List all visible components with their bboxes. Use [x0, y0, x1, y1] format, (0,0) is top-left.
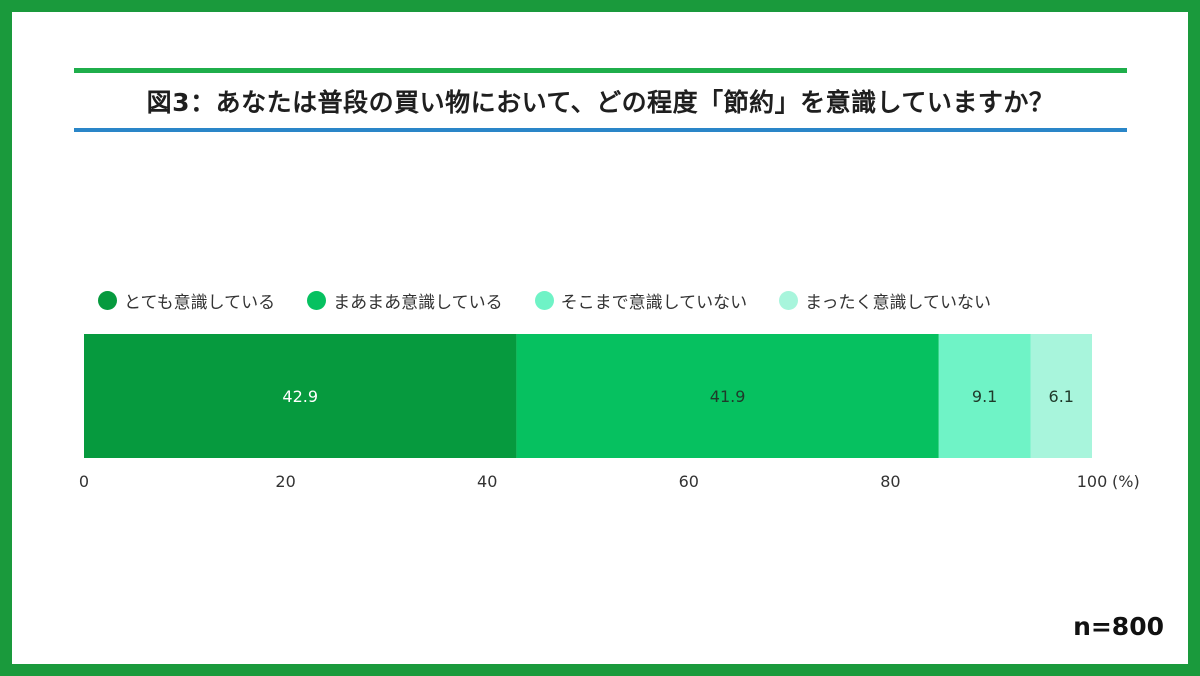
x-unit-label: (%) — [1112, 472, 1140, 491]
legend-label: まったく意識していない — [805, 292, 991, 313]
legend-swatch — [307, 290, 327, 310]
legend: とても意識している まあまあ意識している そこまで意識していない まったく意識していな… — [98, 286, 1023, 314]
data-label: 6.1 — [1049, 387, 1074, 406]
sample-size-label: n=800 — [1073, 612, 1164, 641]
x-tick-label: 20 — [275, 472, 295, 491]
legend-item: まあまあ意識している — [307, 288, 503, 313]
legend-label: そこまで意識していない — [560, 292, 748, 313]
legend-label: とても意識している — [124, 292, 276, 313]
legend-item: まったく意識していない — [779, 288, 991, 313]
legend-swatch — [779, 290, 799, 310]
chart-title: 図3：あなたは普段の買い物において、どの程度「節約」を意識していますか？ — [146, 87, 1055, 117]
data-label: 42.9 — [282, 387, 318, 406]
legend-item: とても意識している — [98, 288, 275, 313]
bar-segment — [516, 334, 939, 458]
data-label: 41.9 — [710, 387, 746, 406]
legend-swatch — [534, 290, 554, 310]
data-label: 9.1 — [972, 387, 997, 406]
x-tick-label: 0 — [79, 472, 89, 491]
stacked-bar-chart: 42.9 41.9 9.1 6.1 0 20 40 60 80 100 (%) — [79, 334, 1140, 491]
title-rule-bottom — [74, 128, 1127, 132]
bar-segment — [938, 334, 1031, 458]
bar-segment — [84, 334, 517, 458]
x-tick-label: 80 — [880, 472, 900, 491]
x-tick-label: 60 — [679, 472, 699, 491]
bar-segment — [1030, 334, 1092, 458]
legend-swatch — [98, 290, 117, 310]
x-tick-label: 100 — [1077, 472, 1108, 491]
title-rule-top — [74, 68, 1127, 73]
legend-item: そこまで意識していない — [534, 288, 748, 313]
legend-label: まあまあ意識している — [333, 292, 503, 313]
x-tick-label: 40 — [477, 472, 497, 491]
